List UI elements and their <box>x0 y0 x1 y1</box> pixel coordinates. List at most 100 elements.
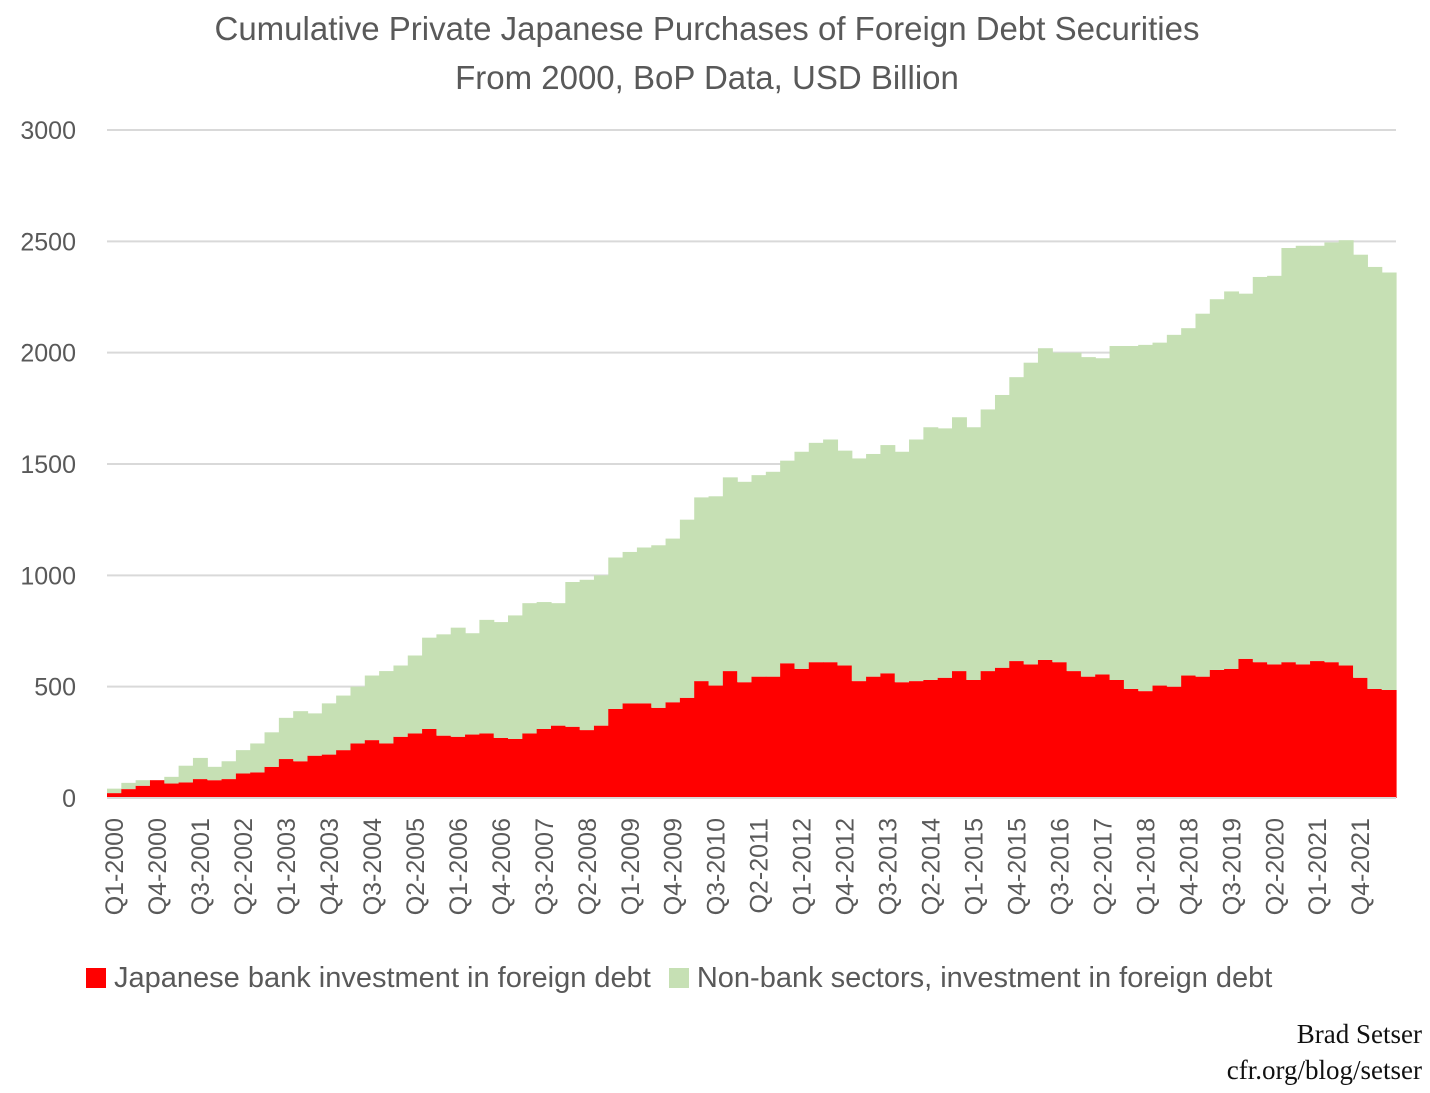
bar-nonbank <box>221 761 237 780</box>
bar-nonbank <box>264 732 280 767</box>
bar-bank <box>135 785 151 798</box>
bar-bank <box>851 681 867 798</box>
legend-label-bank: Japanese bank investment in foreign debt <box>114 961 651 994</box>
x-tick-label: Q1-2018 <box>1132 818 1160 915</box>
legend-swatch-bank <box>86 968 106 988</box>
bar-nonbank <box>894 451 910 683</box>
bar-bank <box>336 750 352 798</box>
bar-bank <box>536 728 552 798</box>
bar-nonbank <box>1281 248 1297 663</box>
bar-bank <box>1095 674 1111 798</box>
bar-bank <box>422 728 438 798</box>
x-tick-label: Q3-2010 <box>703 818 731 915</box>
bar-nonbank <box>665 538 681 703</box>
bar-bank <box>235 773 251 798</box>
y-tick-label: 500 <box>34 674 76 702</box>
bar-bank <box>708 685 724 798</box>
bar-bank <box>1023 664 1039 798</box>
x-tick-label: Q2-2011 <box>746 818 774 913</box>
bar-bank <box>937 677 953 798</box>
bar-nonbank <box>1152 342 1168 686</box>
bar-nonbank <box>1381 272 1397 691</box>
bar-bank <box>909 681 924 798</box>
chart-title-line1: Cumulative Private Japanese Purchases of… <box>214 10 1200 47</box>
bar-bank <box>350 743 366 798</box>
bar-nonbank <box>1338 240 1354 666</box>
x-tick-label: Q1-2012 <box>789 818 817 915</box>
y-tick-label: 2500 <box>20 228 76 256</box>
bar-bank <box>321 754 337 798</box>
bar-nonbank <box>694 497 710 682</box>
bar-nonbank <box>794 451 810 669</box>
y-tick-label: 1500 <box>20 451 76 479</box>
bar-nonbank <box>350 686 366 744</box>
bar-bank <box>1138 691 1154 798</box>
bar-bank <box>149 780 165 798</box>
bar-bank <box>737 682 753 798</box>
bar-nonbank <box>751 475 767 677</box>
bar-bank <box>1066 671 1082 798</box>
bar-bank <box>579 730 595 798</box>
bar-bank <box>379 743 395 798</box>
bar-nonbank <box>1195 313 1211 677</box>
bar-nonbank <box>737 481 753 683</box>
credit-url: cfr.org/blog/setser <box>1226 1055 1422 1085</box>
bar-nonbank <box>866 453 881 677</box>
bar-nonbank <box>622 551 638 704</box>
bar-bank <box>1109 679 1125 798</box>
bar-nonbank <box>708 496 724 686</box>
bar-nonbank <box>293 711 309 762</box>
bar-nonbank <box>493 622 509 738</box>
x-tick-label: Q2-2014 <box>918 818 946 915</box>
bar-nonbank <box>364 675 380 741</box>
bar-bank <box>679 697 695 798</box>
bar-bank <box>722 671 738 798</box>
bar-nonbank <box>393 665 409 737</box>
bar-bank <box>221 779 237 798</box>
bar-nonbank <box>192 757 208 780</box>
bar-bank <box>1324 662 1340 798</box>
bar-nonbank <box>1023 362 1039 665</box>
bar-nonbank <box>1066 352 1082 672</box>
bar-nonbank <box>966 427 982 680</box>
bar-nonbank <box>465 633 480 735</box>
x-tick-label: Q3-2004 <box>359 818 387 915</box>
bar-nonbank <box>823 439 839 663</box>
bar-nonbank <box>107 788 122 794</box>
bar-bank <box>780 663 796 798</box>
bar-nonbank <box>321 703 337 755</box>
bar-nonbank <box>851 458 867 682</box>
bar-nonbank <box>808 442 824 663</box>
bar-bank <box>1166 686 1182 798</box>
x-tick-label: Q1-2021 <box>1304 818 1332 915</box>
x-tick-label: Q4-2009 <box>660 818 688 915</box>
bar-bank <box>1238 658 1254 798</box>
bar-bank <box>1267 664 1283 798</box>
bar-bank <box>1181 675 1197 798</box>
bar-bank <box>966 679 982 798</box>
bar-nonbank <box>1138 344 1154 692</box>
bar-nonbank <box>1310 245 1325 662</box>
bar-bank <box>364 740 380 798</box>
bar-nonbank <box>1224 291 1240 669</box>
bar-bank <box>1224 668 1240 798</box>
bar-bank <box>952 671 967 798</box>
x-tick-label: Q4-2006 <box>488 818 516 915</box>
bar-bank <box>765 676 781 798</box>
x-tick-label: Q4-2018 <box>1175 818 1203 915</box>
bar-bank <box>465 734 480 798</box>
bar-nonbank <box>909 439 924 682</box>
bar-bank <box>1209 669 1225 798</box>
x-tick-label: Q2-2008 <box>574 818 602 915</box>
bar-bank <box>293 761 309 798</box>
bar-nonbank <box>379 671 395 744</box>
x-tick-label: Q4-2015 <box>1003 818 1031 915</box>
bar-bank <box>837 665 853 798</box>
bar-nonbank <box>450 627 466 737</box>
bar-bank <box>550 725 566 798</box>
x-tick-label: Q2-2017 <box>1089 818 1117 915</box>
bar-bank <box>980 671 996 798</box>
bar-bank <box>794 668 810 798</box>
bar-nonbank <box>1267 275 1283 665</box>
bar-nonbank <box>765 471 781 677</box>
